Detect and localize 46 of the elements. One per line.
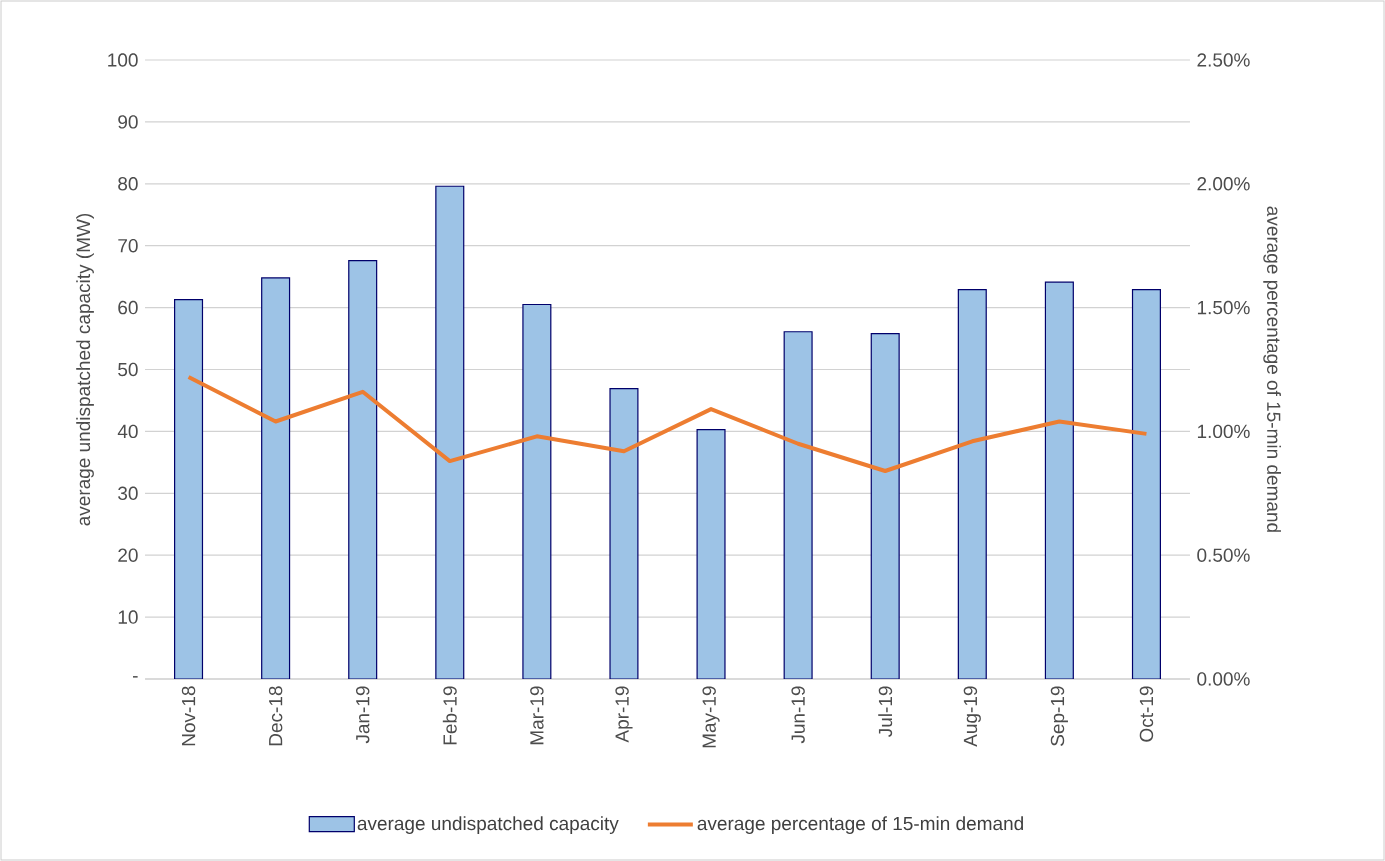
bar — [1131, 289, 1161, 679]
y-tick-label: 60 — [118, 300, 138, 315]
x-tick-label: Feb-19 — [442, 686, 457, 745]
x-tick-label: Jan-19 — [355, 686, 370, 744]
bar — [870, 332, 900, 679]
y2-tick-label: 1.00% — [1197, 424, 1250, 439]
bar — [348, 259, 378, 679]
x-tick-label: Nov-18 — [181, 686, 196, 746]
y-tick-label: 50 — [118, 362, 138, 377]
y-tick-label: 10 — [118, 610, 138, 624]
bar — [609, 388, 639, 679]
y2-tick-label: 0.00% — [1197, 672, 1250, 686]
x-tick-label: Oct-19 — [1139, 686, 1154, 742]
y2-axis-title: average percentage of 15-min demand — [1263, 206, 1281, 532]
x-tick-label: Aug-19 — [963, 686, 981, 747]
y2-tick-label: 2.00% — [1197, 177, 1250, 191]
y-tick-label: 30 — [118, 486, 138, 501]
bar — [783, 331, 813, 679]
legend-label: average percentage of 15-min demand — [697, 816, 1023, 834]
bar — [696, 428, 726, 679]
x-tick-label: Apr-19 — [615, 686, 633, 743]
y-tick-label: 80 — [118, 177, 138, 191]
y-tick-label: 40 — [117, 424, 138, 439]
y-tick-label: 90 — [118, 115, 138, 129]
y2-tick-label: 2.50% — [1197, 53, 1250, 67]
bar — [174, 298, 204, 679]
bar — [957, 289, 987, 679]
bar — [522, 303, 552, 679]
x-tick-label: May-19 — [702, 686, 720, 748]
legend-label: average undispatched capacity — [357, 816, 619, 834]
x-tick-label: Jul-19 — [878, 686, 893, 737]
line-series — [186, 374, 1149, 473]
x-tick-label: Dec-18 — [268, 686, 283, 746]
x-tick-label: Mar-19 — [530, 686, 544, 745]
y-tick-label: 100 — [108, 53, 138, 67]
y2-tick-label: 0.50% — [1197, 548, 1250, 562]
y-tick-label: - — [132, 676, 138, 678]
y-tick-label: 70 — [118, 238, 138, 253]
x-tick-label: Jun-19 — [791, 686, 805, 744]
y2-tick-label: 1.50% — [1197, 300, 1250, 315]
bar — [1044, 281, 1074, 679]
bar — [435, 185, 465, 679]
x-tick-label: Sep-19 — [1050, 686, 1068, 746]
y-tick-label: 20 — [118, 548, 138, 562]
y-axis-title: average undispatched capacity (MW) — [76, 213, 94, 526]
bar — [261, 277, 291, 679]
